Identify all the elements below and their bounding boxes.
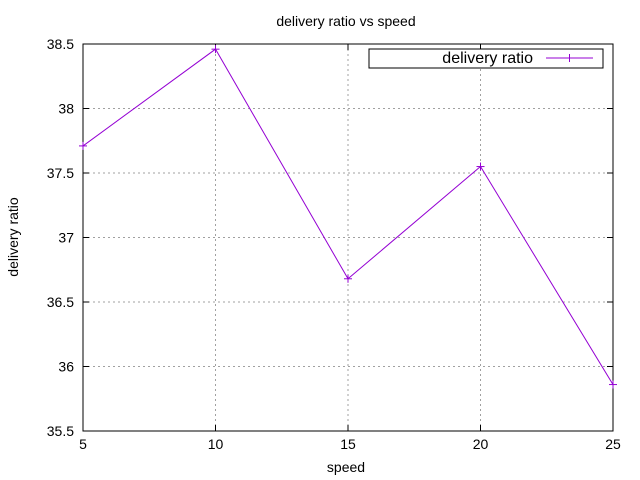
- x-tick-label: 15: [340, 436, 356, 452]
- y-tick-label: 37.5: [47, 165, 74, 181]
- data-point: [211, 45, 220, 54]
- data-point: [609, 380, 617, 389]
- axis-ticks: 35.5 36 36.5 37 37.5 38 38.5 5 10 15 20 25: [47, 36, 621, 452]
- legend: delivery ratio: [368, 48, 604, 69]
- y-tick-label: 36.5: [47, 294, 74, 310]
- legend-swatch-marker: [565, 54, 574, 62]
- data-point: [476, 162, 485, 171]
- legend-label: delivery ratio: [442, 50, 533, 67]
- y-tick-label: 36: [58, 359, 74, 375]
- chart-title: delivery ratio vs speed: [276, 13, 415, 29]
- x-tick-label: 25: [605, 436, 621, 452]
- legend-marker-plus: [565, 54, 574, 62]
- series-group: [79, 45, 617, 389]
- y-tick-label: 38: [58, 101, 74, 117]
- data-point: [344, 274, 352, 283]
- grid: [83, 44, 613, 431]
- x-tick-label: 10: [208, 436, 224, 452]
- y-tick-label: 38.5: [47, 36, 74, 52]
- x-tick-label: 5: [79, 436, 87, 452]
- x-axis-label: speed: [327, 459, 365, 475]
- y-tick-label: 35.5: [47, 423, 74, 439]
- x-tick-label: 20: [473, 436, 489, 452]
- data-point: [79, 141, 87, 150]
- y-tick-label: 37: [58, 230, 74, 246]
- plot-frame: [82, 43, 614, 432]
- legend-box: [368, 48, 604, 69]
- y-axis-label: delivery ratio: [5, 197, 21, 277]
